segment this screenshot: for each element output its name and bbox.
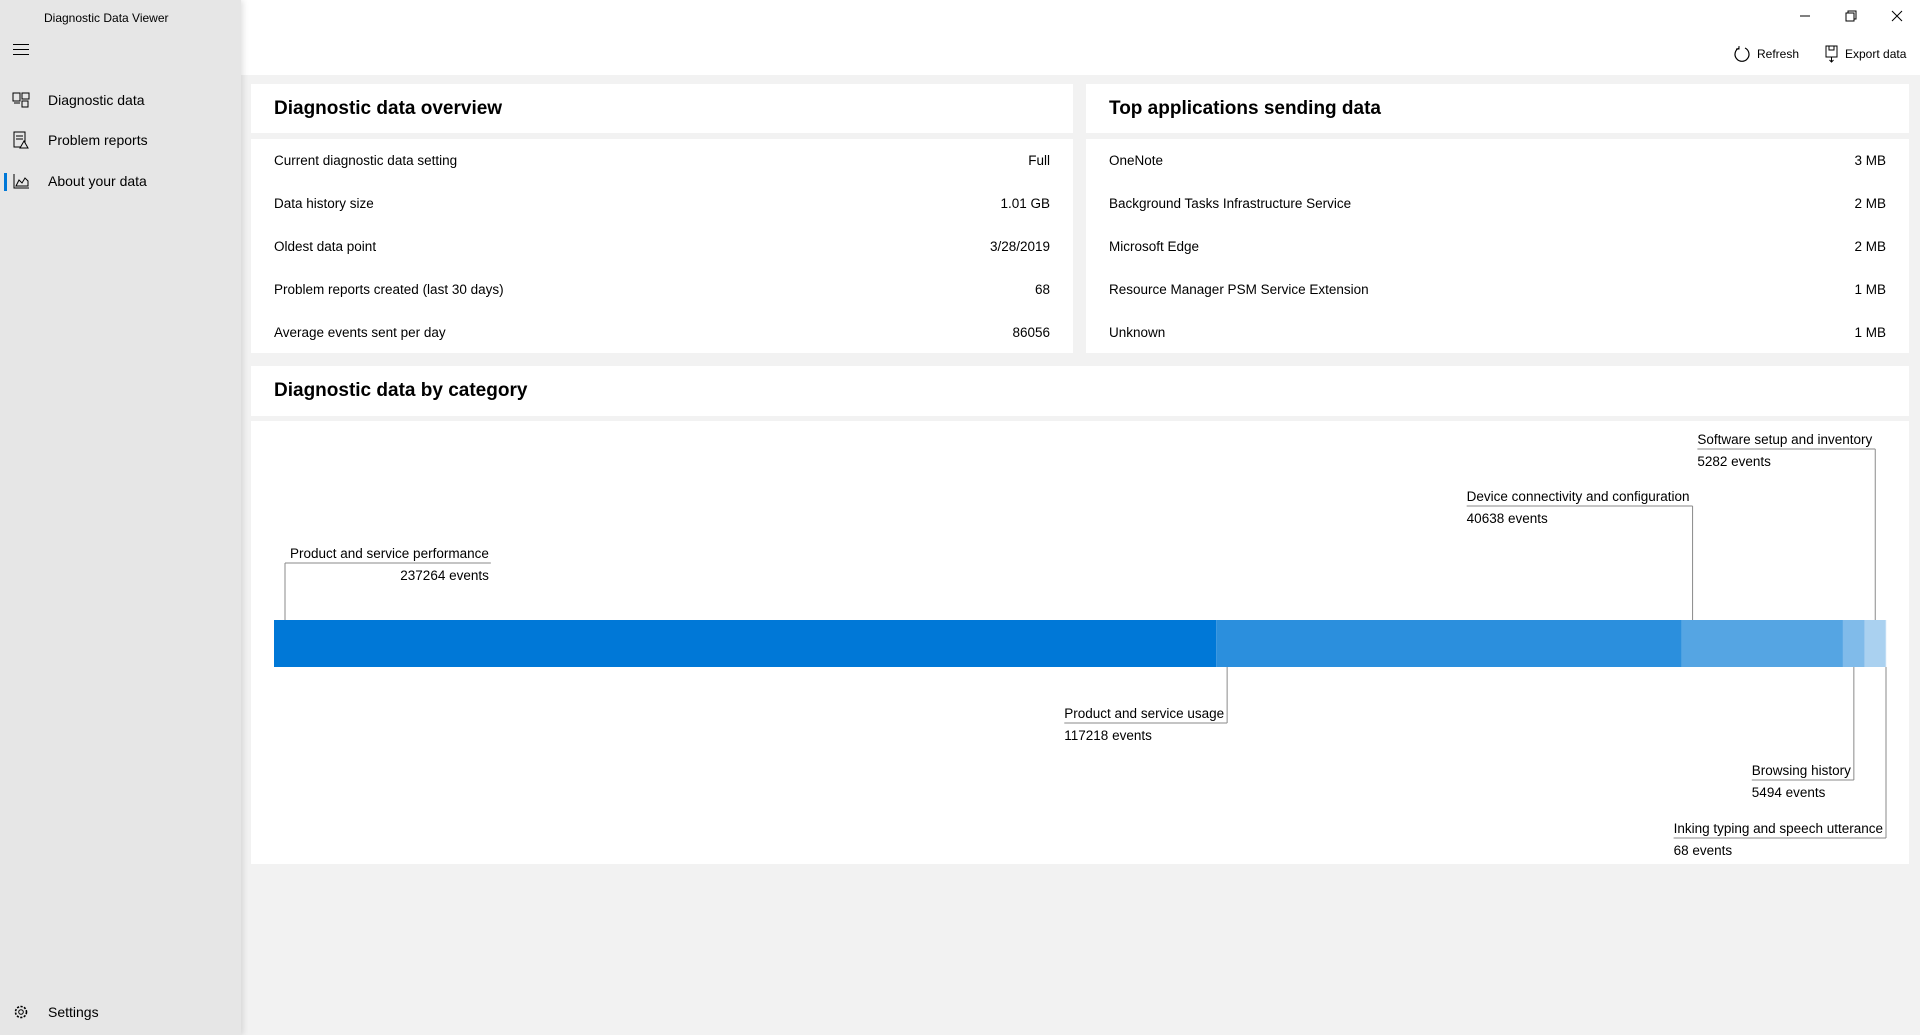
app-title: Diagnostic Data Viewer [44,11,169,25]
category-title: Diagnostic data by category [274,380,528,401]
sidebar-item-label: Diagnostic data [48,92,145,108]
top-apps-card-header: Top applications sending data [1086,84,1909,133]
overview-row: Problem reports created (last 30 days) 68 [274,268,1050,311]
top-apps-title: Top applications sending data [1109,97,1382,119]
app-name: Unknown [1109,325,1166,340]
row-label: Average events sent per day [274,325,446,340]
row-value: 86056 [1012,325,1050,340]
gear-icon [14,1005,28,1019]
bar-segment [1885,620,1887,667]
sidebar-item-label: About your data [48,173,147,189]
app-row: Unknown 1 MB [1109,311,1886,354]
category-events: 5494 events [1752,785,1826,800]
app-row: Background Tasks Infrastructure Service 2… [1109,182,1886,225]
row-label: Oldest data point [274,239,377,254]
row-value: 1.01 GB [1000,196,1050,211]
row-label: Data history size [274,196,374,211]
sidebar: Diagnostic Data Viewer Diagnostic data P… [0,0,241,1035]
app-name: Microsoft Edge [1109,239,1200,254]
app-name: OneNote [1109,153,1164,168]
app-name: Background Tasks Infrastructure Service [1109,196,1352,211]
bar-segment [1842,620,1865,667]
row-value: Full [1028,153,1050,168]
export-icon [1825,45,1838,63]
refresh-icon [1734,46,1750,62]
app-name: Resource Manager PSM Service Extension [1109,282,1369,297]
category-label: Inking typing and speech utterance [1674,821,1883,836]
app-size: 1 MB [1854,282,1886,297]
category-label: Software setup and inventory [1697,432,1872,447]
category-events: 40638 events [1467,511,1548,526]
overview-row: Current diagnostic data setting Full [274,139,1050,182]
app-row: OneNote 3 MB [1109,139,1886,182]
bar-segment [1681,620,1843,667]
bar-segment [1216,620,1682,667]
app-size: 2 MB [1854,239,1886,254]
row-value: 68 [1034,282,1050,297]
hamburger-menu-icon[interactable] [13,44,29,56]
category-label: Product and service usage [1064,706,1224,721]
row-value: 3/28/2019 [989,239,1050,254]
bar-segment [1864,620,1886,667]
category-label: Device connectivity and configuration [1467,489,1690,504]
refresh-button[interactable]: Refresh [1733,42,1799,66]
top-bar [241,0,1920,75]
minimize-button[interactable] [1782,0,1828,32]
sidebar-item-diagnostic-data[interactable]: Diagnostic data [0,80,241,120]
app-row: Microsoft Edge 2 MB [1109,225,1886,268]
row-label: Current diagnostic data setting [274,153,458,168]
close-button[interactable] [1874,0,1920,32]
minimize-icon [1800,15,1810,17]
overview-row: Data history size 1.01 GB [274,182,1050,225]
sidebar-item-about-your-data[interactable]: About your data [0,161,241,201]
app-size: 3 MB [1854,153,1886,168]
settings-button[interactable]: Settings [0,992,241,1032]
problem-reports-icon [13,131,29,149]
bar-segment [274,620,1217,667]
export-data-button[interactable]: Export data [1825,42,1906,66]
category-events: 5282 events [1697,454,1771,469]
settings-label: Settings [48,1004,99,1020]
overview-row: Average events sent per day 86056 [274,311,1050,354]
sidebar-item-problem-reports[interactable]: Problem reports [0,120,241,160]
app-size: 2 MB [1854,196,1886,211]
sidebar-item-label: Problem reports [48,132,148,148]
category-events: 237264 events [400,568,489,583]
row-label: Problem reports created (last 30 days) [274,282,504,297]
diagnostic-data-icon [12,92,30,108]
restore-icon [1845,10,1857,22]
refresh-label: Refresh [1757,47,1800,61]
category-events: 68 events [1674,843,1733,858]
category-label: Product and service performance [290,546,489,561]
category-label: Browsing history [1752,763,1851,778]
category-events: 117218 events [1064,728,1152,743]
app-size: 1 MB [1854,325,1886,340]
overview-row: Oldest data point 3/28/2019 [274,225,1050,268]
overview-title: Diagnostic data overview [274,97,503,119]
close-icon [1891,10,1903,22]
about-data-icon [13,174,29,189]
overview-card: Current diagnostic data setting Full Data… [251,139,1073,353]
app-row: Resource Manager PSM Service Extension 1 … [1109,268,1886,311]
top-apps-card: OneNote 3 MB Background Tasks Infrastruct… [1086,139,1909,353]
overview-card-header: Diagnostic data overview [251,84,1073,133]
export-label: Export data [1845,47,1907,61]
restore-button[interactable] [1828,0,1874,32]
category-card-header: Diagnostic data by category [251,366,1909,416]
